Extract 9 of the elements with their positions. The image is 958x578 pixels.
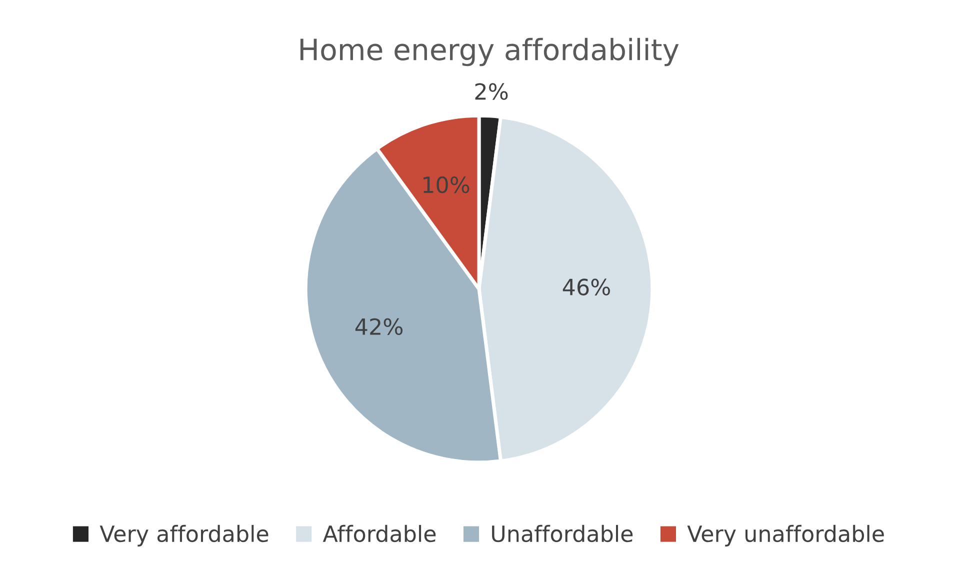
data-label: 2% [475,83,508,100]
data-label: 10% [424,176,470,194]
legend-label: Very affordable [100,524,268,546]
legend-label: Unaffordable [492,524,633,542]
legend-label: Affordable [322,524,436,542]
legend-label: Very unaffordable [687,524,884,546]
data-label: 42% [355,318,403,336]
chart-title: Home energy affordability [300,38,679,66]
data-label: 46% [562,278,610,296]
